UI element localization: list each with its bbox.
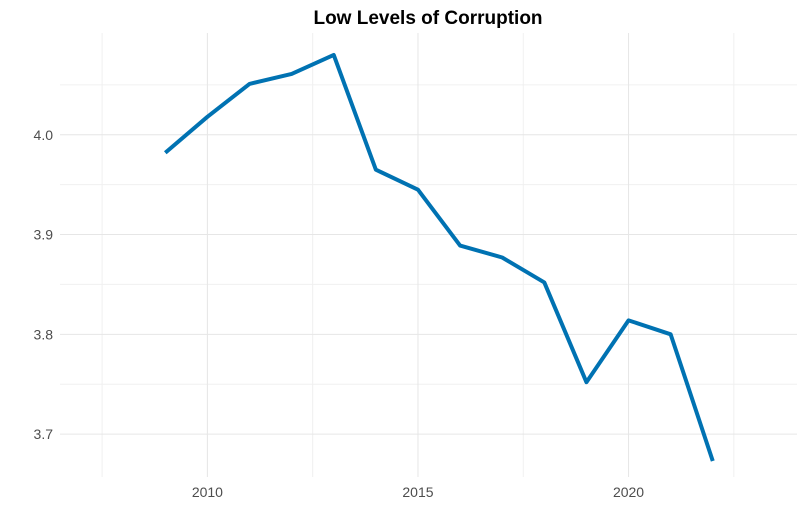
y-tick-label: 3.9 <box>34 227 54 243</box>
chart-title: Low Levels of Corruption <box>313 8 542 29</box>
grid <box>60 33 797 477</box>
x-tick-label: 2010 <box>192 484 223 500</box>
x-tick-label: 2015 <box>402 484 433 500</box>
y-tick-label: 3.7 <box>34 426 54 442</box>
y-tick-label: 4.0 <box>34 127 54 143</box>
y-tick-label: 3.8 <box>34 326 54 342</box>
series-layer <box>163 52 715 462</box>
x-tick-label: 2020 <box>613 484 644 500</box>
y-axis-ticks: 3.7 3.8 3.9 4.0 <box>34 127 54 442</box>
x-axis-ticks: 2010 2015 2020 <box>192 484 645 500</box>
series-line <box>163 52 715 462</box>
